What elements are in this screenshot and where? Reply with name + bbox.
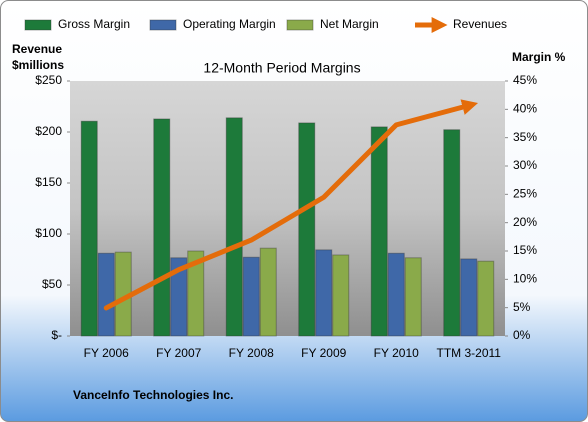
y2-tick-label: 10% — [513, 272, 537, 286]
y2-tick-label: 45% — [513, 73, 537, 87]
bar — [477, 260, 495, 337]
caption: VanceInfo Technologies Inc. — [73, 388, 233, 402]
y-tick-label: $200 — [35, 124, 62, 138]
bar — [387, 252, 405, 337]
y2-tick-label: 35% — [513, 130, 537, 144]
bar — [460, 258, 478, 337]
x-tick-label: FY 2009 — [301, 346, 346, 360]
bar — [332, 254, 350, 337]
line — [103, 99, 479, 311]
bar — [370, 126, 388, 337]
legend-label: Revenues — [453, 17, 507, 31]
bar — [404, 257, 422, 337]
y-tick-label: $50 — [42, 277, 62, 291]
bar — [97, 252, 115, 337]
x-tick-label: FY 2008 — [229, 346, 274, 360]
plot-area — [70, 81, 505, 336]
bar — [153, 118, 171, 337]
legend-swatch — [149, 19, 177, 31]
y2-axis-label: Margin % — [512, 50, 566, 64]
y2-tick-label: 30% — [513, 158, 537, 172]
legend-swatch — [286, 19, 314, 31]
y-axis-label: $millions — [12, 58, 64, 72]
bar — [315, 249, 333, 337]
y-tick-label: $250 — [35, 73, 62, 87]
y-tick-label: $100 — [35, 226, 62, 240]
legend-label: Net Margin — [320, 17, 379, 31]
x-tick-label: TTM 3-2011 — [437, 346, 502, 360]
bar — [80, 120, 98, 337]
legend-swatch — [24, 19, 52, 31]
legend-label: Gross Margin — [58, 17, 130, 31]
y2-tick-label: 40% — [513, 102, 537, 116]
bar — [225, 117, 243, 337]
y-tick-label: $150 — [35, 175, 62, 189]
x-tick-label: FY 2010 — [374, 346, 419, 360]
bar — [259, 247, 277, 337]
y2-tick-label: 0% — [513, 328, 531, 342]
bar — [187, 250, 205, 337]
y-axis-label: Revenue — [12, 42, 62, 56]
y2-tick-label: 15% — [513, 243, 537, 257]
bar — [298, 122, 316, 337]
chart-title: 12-Month Period Margins — [203, 60, 360, 76]
y2-tick-label: 20% — [513, 215, 537, 229]
x-tick-label: FY 2006 — [84, 346, 129, 360]
x-tick-label: FY 2007 — [156, 346, 201, 360]
legend-label: Operating Margin — [183, 17, 276, 31]
y2-tick-label: 25% — [513, 187, 537, 201]
bar — [443, 129, 461, 337]
bar — [242, 256, 260, 337]
y-tick-label: $- — [51, 328, 62, 342]
bar — [170, 257, 188, 337]
y2-tick-label: 5% — [513, 300, 531, 314]
